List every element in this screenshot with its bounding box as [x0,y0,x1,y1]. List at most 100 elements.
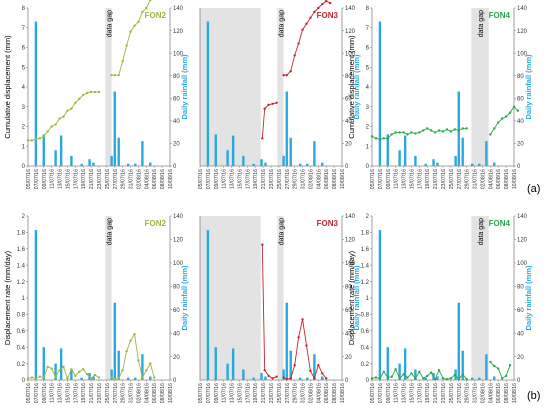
y2-tick-label: 100 [517,261,528,267]
x-tick-label: 10/08/16 [340,169,346,189]
series-point [129,30,132,33]
x-tick-label: 15/07/16 [237,169,243,189]
rainfall-bar [252,377,255,380]
y2-tick-label: 20 [173,142,180,148]
rainfall-bar [59,135,63,166]
x-tick-label: 04/08/16 [144,169,150,189]
rainfall-bar [321,162,324,166]
rainfall-bar [478,377,481,380]
series-point [504,374,508,378]
series-point [58,368,61,372]
rainfall-bar [117,350,120,380]
chart-title: FON3 [317,11,339,20]
x-tick-label: 31/07/16 [473,383,479,403]
x-tick-label: 08/08/16 [332,169,338,189]
series-point [117,73,120,77]
rainfall-bar [92,376,95,380]
series-point [263,107,266,110]
y2-tick-label: 80 [345,284,352,290]
series-point [398,131,401,134]
series-point [30,376,34,379]
x-tick-label: 11/07/16 [222,383,228,403]
y-tick-label: 0.4 [17,345,26,351]
series-point [275,375,278,378]
series-point [58,117,61,120]
series-point [54,123,57,126]
y-axis-label: Displacement rate (mm/day) [3,250,12,345]
series-point [297,42,300,45]
series-point [465,377,468,381]
x-tick-label: 04/08/16 [488,169,494,189]
y2-tick-label: 40 [517,119,524,125]
rainfall-bar [260,372,263,380]
rainfall-bar [282,155,285,166]
x-tick-label: 08/08/16 [504,169,510,189]
series-point [374,376,378,379]
x-tick-label: 08/08/16 [160,169,166,189]
rainfall-bar [289,137,292,166]
series-point [493,364,496,368]
y2-tick-label: 60 [517,308,524,314]
rainfall-bar [134,163,137,166]
y2-tick-label: 140 [173,214,184,220]
series-point [370,377,374,380]
rainfall-bar [264,162,267,166]
x-tick-label: 27/07/16 [285,169,291,189]
y2-tick-label: 120 [517,29,528,35]
x-tick-label: 19/07/16 [425,169,431,189]
chart-panel-5: data gap 0 20 40 60 80 100 120 140 05/07/16 07/07/… [198,214,361,403]
x-tick-label: 09/07/16 [386,169,392,189]
series-point [449,130,453,133]
rainfall-bar [110,369,113,380]
series-point [275,101,278,105]
data-gap-band [200,8,261,166]
x-tick-label: 10/08/16 [340,383,346,403]
x-tick-label: 11/07/16 [50,383,56,403]
series-point [461,373,464,376]
series-point [62,115,65,118]
y-tick-label: 2 [366,214,370,220]
series-point [66,109,69,112]
data-gap-band [277,8,284,166]
data-gap-label: data gap [278,10,285,37]
y2-tick-label: 40 [173,331,180,337]
y-axis-label: Displacement rate (mm/day) [347,250,356,345]
y2-tick-label: 0 [345,164,349,170]
y-tick-label: 2 [366,125,370,131]
rainfall-bar [436,376,439,380]
y2-axis-label: Daily rainfall (mm) [352,265,361,331]
x-tick-label: 11/07/16 [50,169,56,189]
y-tick-label: 3 [22,105,26,111]
x-tick-label: 19/07/16 [81,383,87,403]
series-point [418,370,421,373]
x-tick-label: 19/07/16 [253,383,259,403]
rainfall-bar [134,377,137,380]
series-point [493,127,496,130]
x-tick-label: 31/07/16 [301,169,307,189]
series-point [497,121,500,124]
rainfall-bar [424,377,427,380]
x-tick-label: 17/07/16 [417,169,423,189]
x-tick-label: 21/07/16 [433,383,439,403]
y-tick-label: 8 [366,6,370,12]
series-point [402,373,405,376]
x-tick-label: 02/08/16 [136,383,142,403]
rainfall-bar [117,137,120,166]
series-point [317,6,320,10]
x-tick-label: 25/07/16 [277,383,283,403]
series-point [386,376,389,379]
series-point [301,28,304,31]
series-point [437,129,441,132]
x-tick-label: 05/07/16 [26,383,32,403]
series-point [461,127,464,130]
series-point [406,376,409,379]
rainfall-bar [34,230,38,380]
series-point [117,377,120,380]
y2-tick-label: 140 [345,6,356,12]
series-point [465,127,468,130]
x-tick-label: 27/07/16 [285,383,291,403]
y2-tick-label: 0 [345,378,349,384]
rainfall-bar [398,363,401,380]
series-point [426,374,429,378]
x-tick-label: 02/08/16 [480,169,486,189]
